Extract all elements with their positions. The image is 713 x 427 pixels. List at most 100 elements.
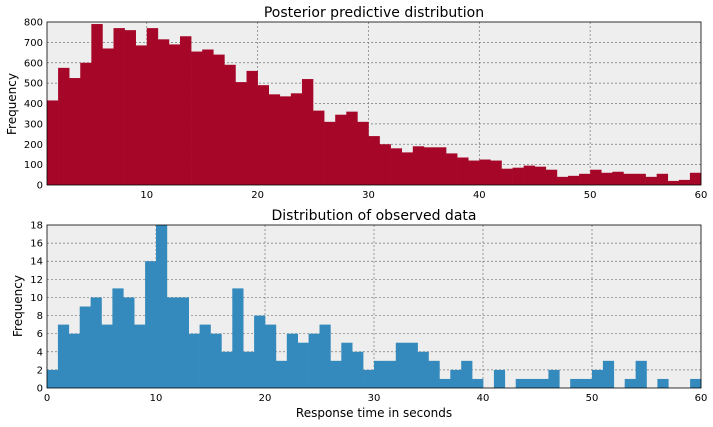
x-tick-labels: 10 20 30 40 50 60 (140, 190, 707, 201)
histogram-bar (246, 70, 258, 185)
histogram-bar (450, 369, 462, 388)
histogram-bar (412, 146, 425, 185)
histogram-bar (113, 28, 125, 185)
histogram-bar (490, 160, 502, 185)
y-axis-label: Frequency (11, 275, 25, 337)
y-axis-label: Frequency (5, 73, 19, 135)
histogram-bar (439, 378, 451, 388)
histogram-bar (390, 148, 403, 185)
histogram-bar (112, 288, 124, 388)
histogram-bar (275, 360, 288, 388)
histogram-bar (91, 24, 103, 185)
histogram-bar (102, 48, 114, 185)
histogram-bar (135, 45, 148, 186)
histogram-bars (47, 24, 702, 186)
histogram-bar (612, 171, 624, 185)
chart-title: Posterior predictive distribution (264, 5, 484, 21)
histogram-bar (352, 351, 364, 388)
histogram-bar (461, 360, 473, 388)
histogram-bar (330, 360, 342, 388)
y-tick-label: 8 (37, 311, 43, 322)
histogram-bar (177, 297, 189, 388)
posterior-predictive-panel: 10 20 30 40 50 60 0 100 200 300 400 500 600 700 800 P… (5, 5, 707, 201)
y-tick-label: 500 (24, 79, 43, 90)
histogram-bar (324, 121, 336, 185)
histogram-bar (537, 378, 549, 388)
histogram-bar (101, 324, 113, 388)
histogram-bar (545, 169, 558, 185)
histogram-bar (47, 100, 59, 185)
histogram-bar (156, 225, 168, 388)
histogram-bar (290, 93, 303, 185)
histogram-bar (417, 351, 429, 388)
histogram-bar (146, 28, 159, 185)
histogram-bar (134, 324, 146, 388)
histogram-bar (657, 378, 669, 388)
histogram-bar (667, 180, 680, 185)
histogram-bar (374, 360, 386, 388)
y-tick-label: 14 (30, 257, 43, 268)
plot-frame (46, 21, 702, 186)
histogram-bar (379, 144, 391, 185)
y-tick-label: 12 (30, 275, 43, 286)
histogram-bar (346, 111, 358, 185)
y-tick-label: 10 (30, 293, 43, 304)
histogram-bar (286, 333, 298, 388)
y-tick-label: 6 (37, 329, 43, 340)
histogram-bar (556, 176, 569, 185)
histogram-bar (570, 378, 582, 388)
histogram-bar (221, 351, 233, 388)
histogram-bar (191, 51, 203, 186)
histogram-bar (145, 261, 157, 388)
histogram-bar (363, 369, 375, 388)
histogram-bar (166, 297, 179, 388)
x-tick-label: 10 (150, 393, 163, 404)
y-tick-label: 400 (24, 99, 43, 110)
x-tick-label: 40 (473, 190, 486, 201)
histogram-bar (297, 342, 309, 388)
histogram-bar (180, 36, 192, 186)
histogram-bar (567, 175, 580, 185)
histogram-bar (335, 114, 347, 185)
histogram-bar (235, 82, 247, 185)
x-tick-label: 10 (140, 190, 153, 201)
histogram-bar (265, 324, 277, 388)
y-tick-label: 18 (30, 221, 43, 232)
histogram-bar (319, 324, 331, 388)
histogram-bar (624, 378, 636, 388)
histogram-bar (406, 342, 418, 388)
histogram-bar (548, 369, 560, 388)
x-tick-label: 20 (259, 393, 272, 404)
x-tick-label: 60 (695, 393, 708, 404)
histogram-bar (79, 306, 91, 388)
histogram-bar (213, 54, 225, 185)
chart-title: Distribution of observed data (272, 208, 477, 224)
x-tick-label: 50 (586, 393, 599, 404)
y-tick-label: 700 (24, 38, 43, 49)
histogram-bar (434, 147, 447, 185)
histogram-bar (457, 157, 469, 185)
observed-data-panel: 0 10 20 30 40 50 60 0 2 4 6 8 10 12 14 16 18 Distributi… (11, 208, 707, 420)
y-tick-label: 100 (24, 160, 43, 171)
y-tick-label: 600 (24, 58, 43, 69)
histogram-bar (232, 288, 244, 388)
histogram-bar (581, 378, 593, 388)
y-tick-label: 4 (37, 347, 43, 358)
histogram-bar (313, 110, 325, 185)
histogram-bar (468, 160, 480, 185)
x-tick-label: 60 (695, 190, 708, 201)
histogram-bar (635, 360, 647, 388)
histogram-bar (501, 168, 513, 185)
histogram-bar (357, 121, 369, 185)
x-tick-label: 50 (584, 190, 597, 201)
histogram-bar (254, 315, 266, 388)
y-tick-label: 800 (24, 18, 43, 29)
y-tick-label: 16 (30, 239, 43, 250)
histogram-bar (188, 333, 200, 388)
histogram-bar (199, 324, 211, 388)
histogram-bar (623, 173, 635, 185)
plot-frame (46, 224, 702, 389)
histogram-bar (656, 173, 669, 185)
histogram-bar (446, 153, 458, 185)
